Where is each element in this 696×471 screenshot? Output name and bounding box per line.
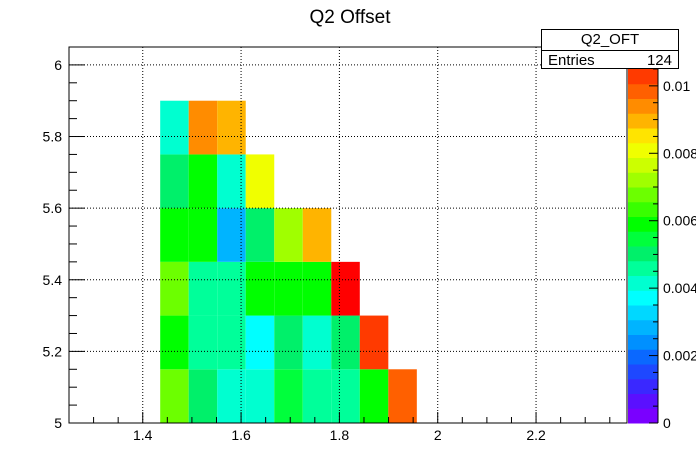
heatmap-cell	[188, 100, 218, 155]
palette-swatch	[628, 408, 658, 424]
x-tick-label: 1.8	[330, 427, 350, 443]
heatmap-cell	[160, 208, 189, 262]
heatmap-cell	[160, 261, 189, 316]
x-tick-label: 2	[434, 427, 442, 443]
palette-tick-label: 0.008	[663, 145, 696, 161]
heatmap-cell	[245, 154, 275, 209]
palette-swatch	[628, 290, 658, 306]
heatmap-cell	[302, 315, 332, 370]
heatmap-cell	[245, 261, 275, 316]
palette-swatch	[628, 201, 658, 217]
heatmap-cell	[245, 369, 275, 423]
palette-tick-label: 0.01	[663, 78, 690, 94]
heatmap-cell	[331, 369, 360, 423]
heatmap-cell	[217, 208, 246, 262]
x-tick-label: 2.2	[526, 427, 546, 443]
heatmap-cell	[188, 315, 218, 370]
heatmap-cell	[245, 208, 275, 262]
palette-swatch	[628, 113, 658, 129]
heatmap-cell	[188, 208, 218, 262]
heatmap-cell	[359, 369, 389, 423]
palette-swatch	[628, 378, 658, 394]
heatmap-cell	[359, 315, 389, 370]
y-tick-label: 6	[54, 57, 62, 73]
palette-swatch	[628, 83, 658, 99]
palette-swatch	[628, 142, 658, 158]
heatmap-cell	[274, 208, 303, 262]
heatmap-cell	[388, 369, 417, 423]
heatmap-cell	[274, 369, 303, 423]
heatmap-cell	[188, 154, 218, 209]
heatmap-cell	[160, 369, 189, 423]
heatmap-cell	[160, 100, 189, 155]
heatmap-cell	[217, 315, 246, 370]
palette-swatch	[628, 364, 658, 380]
stats-entries-value: 124	[646, 52, 672, 69]
palette-tick-label: 0.002	[663, 348, 696, 364]
y-tick-label: 5	[54, 415, 62, 431]
heatmap-cell	[302, 369, 332, 423]
heatmap-cell	[245, 315, 275, 370]
stats-box: Q2_OFT Entries 124	[541, 29, 679, 69]
palette-tick-label: 0	[663, 415, 671, 431]
stats-entries-row: Entries 124	[542, 51, 678, 70]
heatmap-cell	[160, 154, 189, 209]
x-tick-label: 1.4	[133, 427, 153, 443]
chart-title: Q2 Offset	[310, 7, 392, 28]
y-tick-label: 5.2	[43, 343, 63, 359]
stats-title: Q2_OFT	[542, 30, 678, 51]
stats-entries-label: Entries	[548, 52, 595, 69]
y-tick-label: 5.8	[43, 129, 63, 145]
plot-frame	[68, 46, 628, 424]
palette-tick-label: 0.004	[663, 280, 696, 296]
heatmap-cell	[274, 315, 303, 370]
heatmap-cells	[160, 100, 417, 423]
palette-swatch	[628, 69, 658, 85]
heatmap-cell	[160, 315, 189, 370]
palette-swatch	[628, 98, 658, 114]
palette-swatch	[628, 349, 658, 365]
palette-swatch	[628, 275, 658, 291]
palette-swatch	[628, 128, 658, 144]
palette-swatch	[628, 216, 658, 232]
heatmap-cell	[302, 261, 332, 316]
y-tick-label: 5.4	[43, 272, 63, 288]
heatmap-cell	[188, 261, 218, 316]
palette-swatch	[628, 393, 658, 409]
palette-swatch	[628, 172, 658, 188]
palette-swatch	[628, 305, 658, 321]
palette-swatch	[628, 231, 658, 247]
y-tick-label: 5.6	[43, 200, 63, 216]
heatmap-cell	[274, 261, 303, 316]
heatmap-cell	[217, 154, 246, 209]
color-palette: 0 0.002 0.004 0.006 0.008 0.01	[628, 68, 696, 431]
heatmap-cell	[302, 208, 332, 262]
palette-swatch	[628, 187, 658, 203]
palette-swatch	[628, 260, 658, 276]
heatmap-cell	[331, 315, 360, 370]
palette-tick-label: 0.006	[663, 213, 696, 229]
palette-swatch	[628, 246, 658, 262]
grid-lines	[69, 47, 627, 423]
heatmap-cell	[217, 100, 246, 155]
palette-swatch	[628, 157, 658, 173]
heatmap-cell	[188, 369, 218, 423]
palette-swatch	[628, 334, 658, 350]
palette-swatch	[628, 319, 658, 335]
axes: 1.4 1.6 1.8 2 2.2 5 5.2 5.4 5.6 5.8 6	[43, 46, 611, 443]
heatmap-cell	[331, 261, 360, 316]
x-tick-label: 1.6	[231, 427, 251, 443]
heatmap-cell	[217, 261, 246, 316]
